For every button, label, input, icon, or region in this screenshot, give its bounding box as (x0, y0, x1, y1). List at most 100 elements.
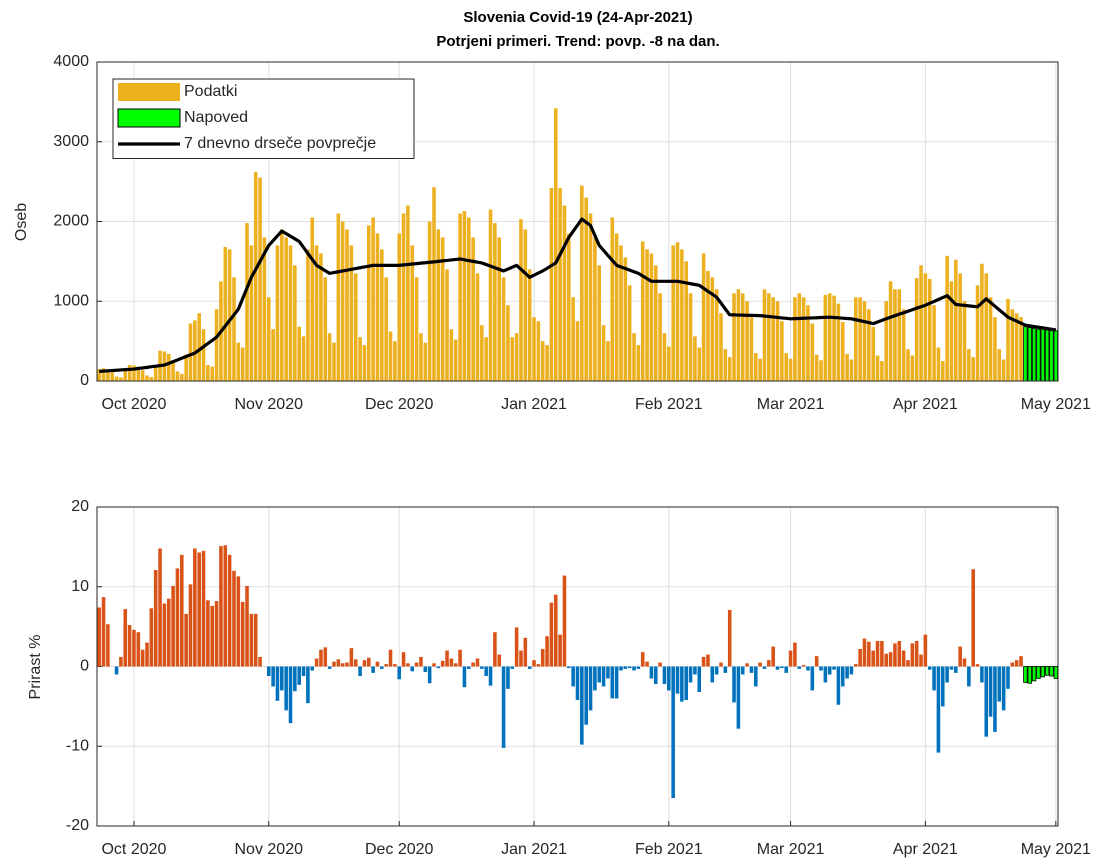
bar (867, 641, 871, 667)
bar (1006, 666, 1010, 689)
bar (262, 237, 267, 381)
axes-box (96, 506, 1059, 827)
bar (562, 575, 567, 667)
bar (484, 666, 488, 677)
bar (640, 241, 645, 381)
bar (388, 331, 393, 381)
bar (849, 359, 854, 381)
bar (301, 336, 306, 381)
bar (832, 666, 836, 670)
bar (1001, 666, 1006, 711)
bar (201, 550, 206, 667)
axes-box (96, 61, 1059, 382)
bar (449, 658, 454, 667)
legend: Podatki Napoved 7 dnevno drseče povprečje (112, 78, 415, 159)
bar (127, 625, 132, 667)
y-tick-label: 0 (80, 658, 89, 675)
bar (432, 187, 436, 381)
bar (145, 375, 149, 381)
bar (749, 666, 754, 673)
bar (188, 323, 193, 381)
bar (558, 188, 562, 381)
bar (993, 317, 997, 381)
bar (245, 223, 249, 381)
bar (227, 249, 232, 381)
bar (758, 358, 762, 381)
bar (427, 221, 432, 381)
bar (614, 233, 619, 381)
bar (936, 666, 941, 753)
bar (845, 353, 849, 381)
y-tick-label: 20 (71, 498, 89, 515)
bar (336, 213, 341, 381)
bar (397, 233, 401, 381)
bar (736, 289, 741, 381)
bar (349, 245, 354, 381)
bar (1019, 317, 1023, 381)
bar (662, 333, 667, 381)
bar (184, 613, 188, 667)
bar (188, 584, 193, 667)
bar (219, 546, 223, 667)
bar (788, 650, 793, 667)
bar (601, 666, 606, 687)
bar (332, 342, 336, 381)
bar (401, 213, 406, 381)
bar (767, 660, 771, 667)
bar (871, 650, 875, 667)
bar (210, 366, 215, 381)
bar (653, 666, 658, 685)
bar (914, 640, 919, 667)
bar (153, 570, 158, 667)
bar (493, 632, 497, 667)
legend-patch (118, 83, 180, 101)
bar (453, 663, 458, 667)
bar (340, 663, 345, 667)
bar (836, 666, 841, 705)
bar (754, 666, 758, 687)
bar (858, 297, 862, 381)
bar (1036, 666, 1041, 679)
bar (1044, 666, 1050, 676)
bar (636, 345, 641, 381)
bar (201, 329, 206, 381)
bar (780, 321, 784, 381)
bar (693, 336, 697, 381)
bar (467, 217, 471, 381)
bar (962, 301, 967, 381)
bar (719, 313, 723, 381)
x-tick-label: Nov 2020 (235, 841, 304, 858)
bar (549, 188, 554, 381)
y-tick-label: -20 (66, 817, 89, 834)
bar (1014, 313, 1019, 381)
bar (475, 273, 480, 381)
bar (419, 333, 423, 381)
bar (510, 666, 515, 669)
bar (280, 666, 284, 691)
bar (840, 666, 845, 687)
bar (210, 605, 215, 667)
x-tick-label: Oct 2020 (101, 396, 166, 413)
bar (310, 217, 315, 381)
bar (593, 666, 597, 691)
bar (527, 269, 532, 381)
bar (875, 640, 880, 667)
bar (327, 333, 332, 381)
bar (380, 249, 384, 381)
bar (562, 205, 567, 381)
bar (632, 333, 636, 381)
bar (893, 289, 897, 381)
y-tick-label: 3000 (53, 133, 89, 150)
bar (971, 357, 975, 381)
bar (306, 666, 310, 704)
bar (767, 293, 771, 381)
y-tick-label: 4000 (53, 53, 89, 70)
bar (458, 649, 462, 667)
x-tick-label: Oct 2020 (101, 841, 166, 858)
bar (184, 354, 188, 381)
bar (580, 666, 584, 745)
bar (406, 663, 410, 667)
legend-patch (117, 108, 181, 128)
bar (954, 259, 958, 381)
bar (158, 548, 162, 667)
